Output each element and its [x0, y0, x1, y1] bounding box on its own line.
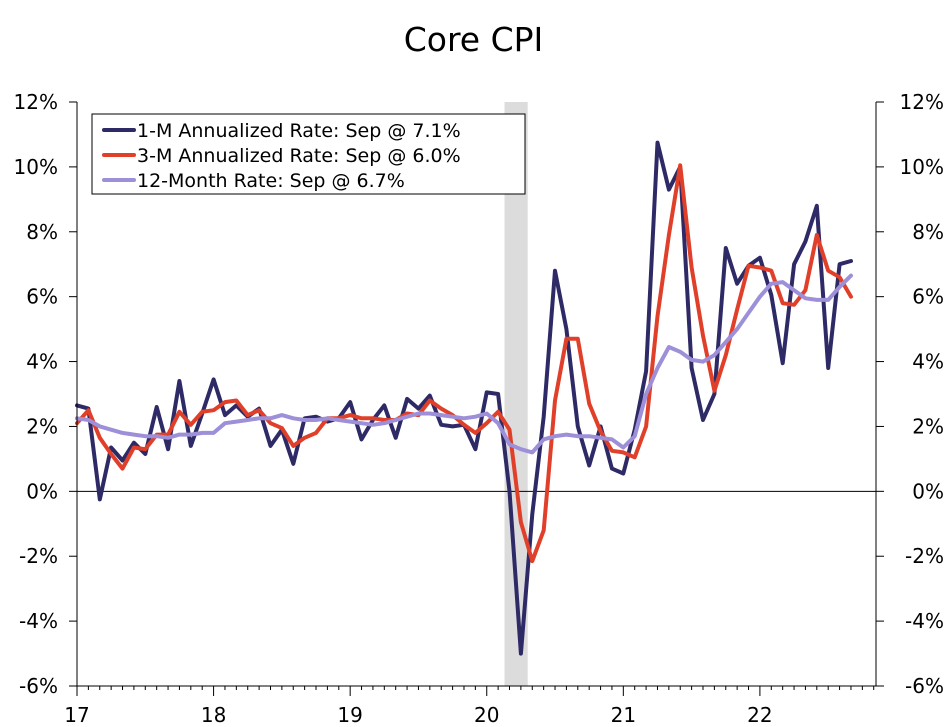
- y-tick-label-right: 2%: [912, 414, 944, 438]
- y-tick-label-left: 2%: [26, 414, 58, 438]
- y-tick-label-left: 12%: [14, 90, 58, 114]
- y-tick-label-right: 10%: [900, 155, 944, 179]
- series-line-3: [75, 273, 853, 455]
- y-tick-label-left: 6%: [26, 285, 58, 309]
- y-tick-label-right: 0%: [912, 479, 944, 503]
- y-tick-label-left: 8%: [26, 220, 58, 244]
- y-tick-label-left: -4%: [19, 609, 58, 633]
- x-tick-label: 19: [337, 703, 362, 727]
- x-tick-label: 17: [64, 703, 89, 727]
- y-tick-label-left: 10%: [14, 155, 58, 179]
- y-tick-label-left: 4%: [26, 350, 58, 374]
- y-tick-label-left: -6%: [19, 674, 58, 698]
- y-tick-label-right: 12%: [900, 90, 944, 114]
- x-tick-label: 20: [474, 703, 499, 727]
- legend-label-3: 12-Month Rate: Sep @ 6.7%: [137, 170, 405, 192]
- x-tick-label: 18: [201, 703, 226, 727]
- x-tick-label: 21: [611, 703, 636, 727]
- legend-box: [91, 113, 526, 195]
- y-tick-label-right: -6%: [905, 674, 944, 698]
- y-tick-label-right: 4%: [912, 350, 944, 374]
- series-line-1: [75, 140, 853, 656]
- y-tick-label-right: -2%: [905, 544, 944, 568]
- recession-band: [504, 102, 528, 686]
- legend-label-1: 1-M Annualized Rate: Sep @ 7.1%: [137, 120, 461, 142]
- series-layer: [75, 140, 853, 656]
- legend: 1-M Annualized Rate: Sep @ 7.1% 3-M Annua…: [91, 113, 526, 195]
- y-tick-label-right: 8%: [912, 220, 944, 244]
- x-tick-label: 22: [747, 703, 772, 727]
- legend-label-2: 3-M Annualized Rate: Sep @ 6.0%: [137, 145, 461, 167]
- y-tick-label-left: 0%: [26, 479, 58, 503]
- y-tick-label-right: -4%: [905, 609, 944, 633]
- y-tick-label-right: 6%: [912, 285, 944, 309]
- series-line-2: [75, 163, 853, 564]
- chart-title: Core CPI: [403, 20, 544, 59]
- recession-band-layer: [504, 102, 528, 686]
- axis-layer: 12% 12% 10% 10% 8% 8% 6% 6% 4% 4% 2% 2% 0% 0% -2% -2% -4…: [14, 90, 944, 727]
- y-tick-label-left: -2%: [19, 544, 58, 568]
